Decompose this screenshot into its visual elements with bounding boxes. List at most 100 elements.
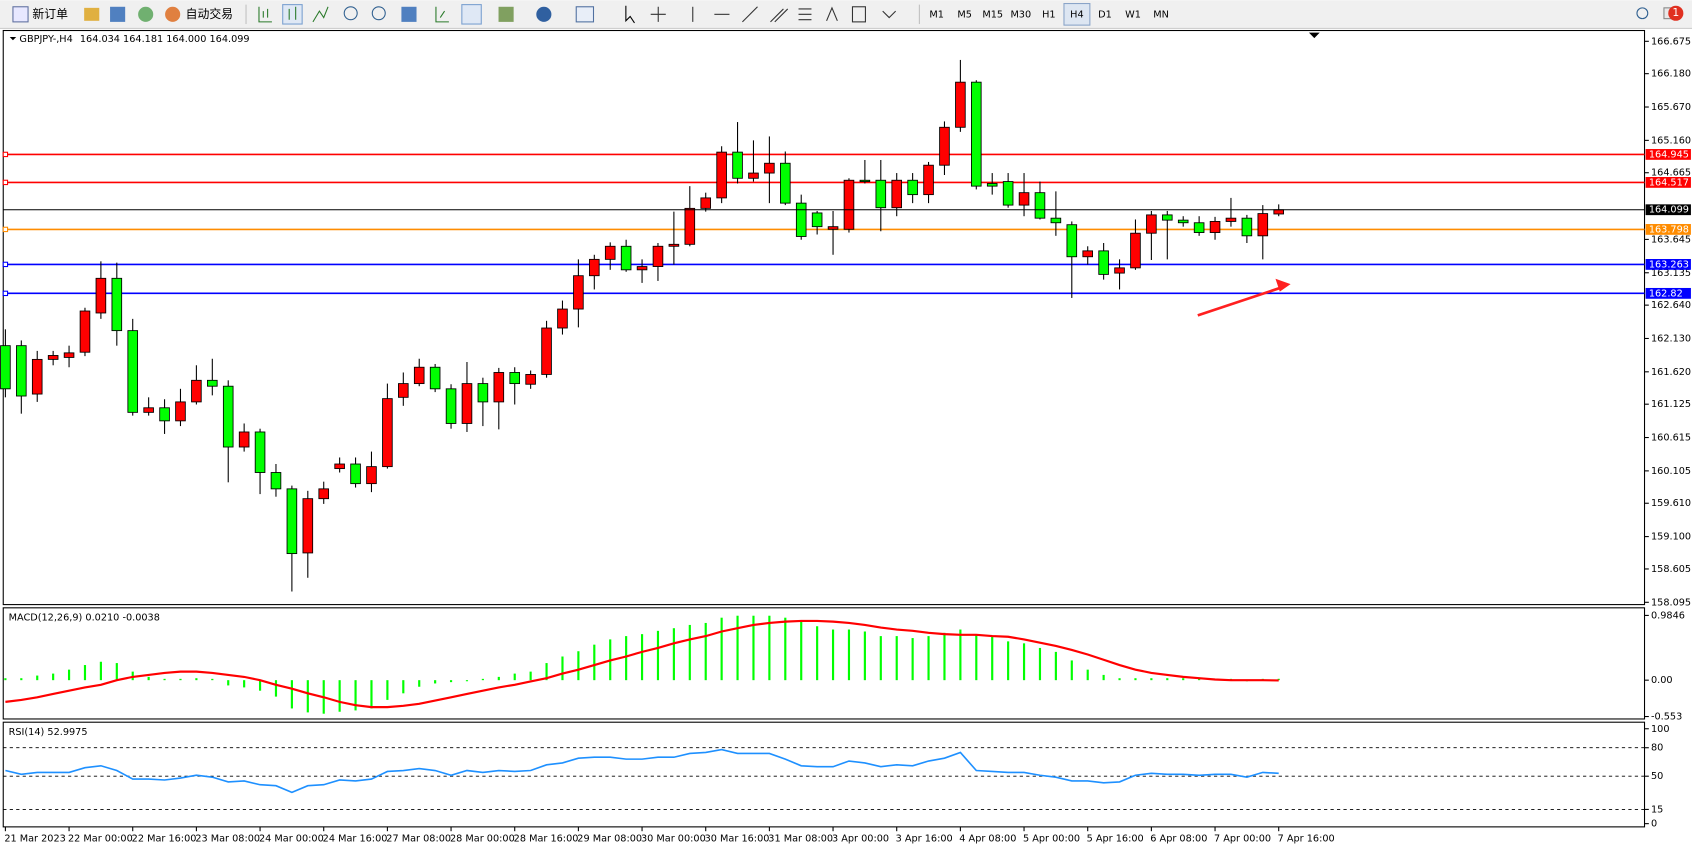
- new-order-button[interactable]: 新订单: [32, 7, 68, 21]
- macd-title: MACD(12,26,9) 0.0210 -0.0038: [9, 613, 160, 624]
- macd-bar: [1198, 678, 1201, 681]
- macd-bar: [863, 631, 866, 681]
- x-tick-label: 4 Apr 08:00: [959, 834, 1016, 845]
- candle-body: [461, 383, 473, 424]
- candle-body: [302, 498, 314, 554]
- text-icon[interactable]: [826, 6, 838, 22]
- macd-bar: [656, 630, 660, 681]
- candle-body: [573, 275, 584, 310]
- timeframe-button[interactable]: H4: [1070, 9, 1083, 20]
- candle-body: [748, 172, 759, 179]
- zoom-out-icon[interactable]: [371, 6, 386, 21]
- autoscroll-icon[interactable]: [461, 4, 482, 25]
- x-tick-label: 21 Mar 2023: [4, 834, 66, 845]
- zoom-in-icon[interactable]: [343, 6, 358, 21]
- cursor-icon[interactable]: [625, 5, 635, 24]
- macd-bar: [1118, 678, 1121, 681]
- new-order-icon[interactable]: [12, 6, 29, 23]
- candle-body: [764, 162, 775, 174]
- trendline-icon[interactable]: [742, 6, 758, 23]
- bar-chart-icon[interactable]: [258, 6, 272, 23]
- signal-line: [5, 619, 1279, 709]
- timeframe-button[interactable]: M5: [957, 9, 972, 20]
- macd-bar: [975, 634, 978, 681]
- channel-icon[interactable]: [770, 8, 789, 23]
- macd-bar: [529, 671, 532, 681]
- candle-body: [716, 151, 727, 199]
- candle-body: [191, 379, 202, 403]
- candle-body: [493, 372, 505, 403]
- label-icon[interactable]: [851, 6, 866, 23]
- auto-trading-icon[interactable]: [165, 6, 181, 22]
- macd-bar: [847, 629, 851, 681]
- candle-body: [589, 258, 600, 277]
- macd-bar: [991, 636, 994, 681]
- macd-bar: [243, 680, 246, 688]
- macd-bar: [465, 680, 469, 682]
- macd-bar: [36, 675, 39, 681]
- macd-bar: [879, 636, 882, 681]
- candle-body: [1273, 209, 1284, 215]
- candle-body: [1162, 214, 1173, 221]
- y-tick-label: 80: [1651, 743, 1663, 754]
- macd-bar: [195, 678, 198, 681]
- macd-bar: [720, 617, 723, 681]
- tile-icon[interactable]: [401, 6, 417, 22]
- candle-body: [1257, 213, 1269, 237]
- candle-chart-icon[interactable]: [282, 4, 303, 25]
- line-chart-icon[interactable]: [312, 6, 329, 23]
- y-tick-label: 158.095: [1651, 597, 1691, 608]
- symbol-title: GBPJPY-,H4: [19, 34, 72, 45]
- candle-body: [859, 179, 871, 182]
- search-icon[interactable]: [1636, 7, 1649, 20]
- y-tick-label: 166.180: [1651, 69, 1691, 80]
- candle-body: [509, 372, 521, 385]
- timeframe-button[interactable]: D1: [1098, 9, 1112, 20]
- arrows-icon[interactable]: [882, 10, 897, 19]
- candle-body: [382, 398, 393, 468]
- icon[interactable]: [138, 6, 154, 22]
- timeframe-button[interactable]: H1: [1042, 9, 1055, 20]
- y-tick-label: 50: [1651, 771, 1663, 782]
- scroll-icon[interactable]: [435, 6, 449, 23]
- x-tick-label: 30 Mar 00:00: [641, 834, 706, 845]
- candle-body: [1098, 250, 1109, 275]
- timeframe-button[interactable]: M1: [929, 9, 944, 20]
- x-tick-label: 5 Apr 00:00: [1023, 834, 1080, 845]
- timeframe-button[interactable]: MN: [1153, 9, 1169, 20]
- icon[interactable]: [110, 6, 126, 22]
- y-tick-label: 166.675: [1651, 36, 1691, 47]
- timeframe-button[interactable]: M30: [1010, 9, 1031, 20]
- y-tick-label: 15: [1651, 804, 1663, 815]
- icon[interactable]: [84, 7, 100, 21]
- candle-body: [1241, 217, 1253, 237]
- fibo-icon[interactable]: [798, 8, 812, 21]
- crosshair-icon[interactable]: [650, 6, 666, 22]
- indicators-icon[interactable]: [498, 6, 514, 22]
- macd-bar: [52, 673, 55, 681]
- level-label: 162.82: [1649, 288, 1683, 299]
- x-tick-label: 31 Mar 08:00: [768, 834, 833, 845]
- macd-bar: [927, 636, 930, 681]
- auto-trading-button[interactable]: 自动交易: [186, 7, 233, 21]
- y-tick-label: 162.130: [1651, 333, 1691, 344]
- rsi-panel: [2, 721, 1646, 828]
- level-handle: [2, 226, 9, 233]
- macd-bar: [943, 632, 946, 681]
- macd-bar: [147, 676, 150, 681]
- candle-body: [1209, 221, 1221, 233]
- periods-icon[interactable]: [536, 6, 552, 22]
- candle-body: [971, 81, 982, 187]
- x-tick-label: 28 Mar 00:00: [450, 834, 515, 845]
- badge: [1668, 5, 1684, 21]
- y-tick-label: 159.100: [1651, 532, 1691, 543]
- timeframe-button[interactable]: W1: [1125, 9, 1141, 20]
- candle-body: [207, 379, 218, 387]
- candle-body: [939, 126, 950, 166]
- timeframe-button[interactable]: M15: [982, 9, 1003, 20]
- candle-body: [955, 81, 966, 128]
- templates-icon[interactable]: [575, 6, 595, 23]
- rsi-line: [5, 748, 1279, 794]
- current-price-bg: [1645, 204, 1691, 216]
- macd-bar: [561, 656, 564, 681]
